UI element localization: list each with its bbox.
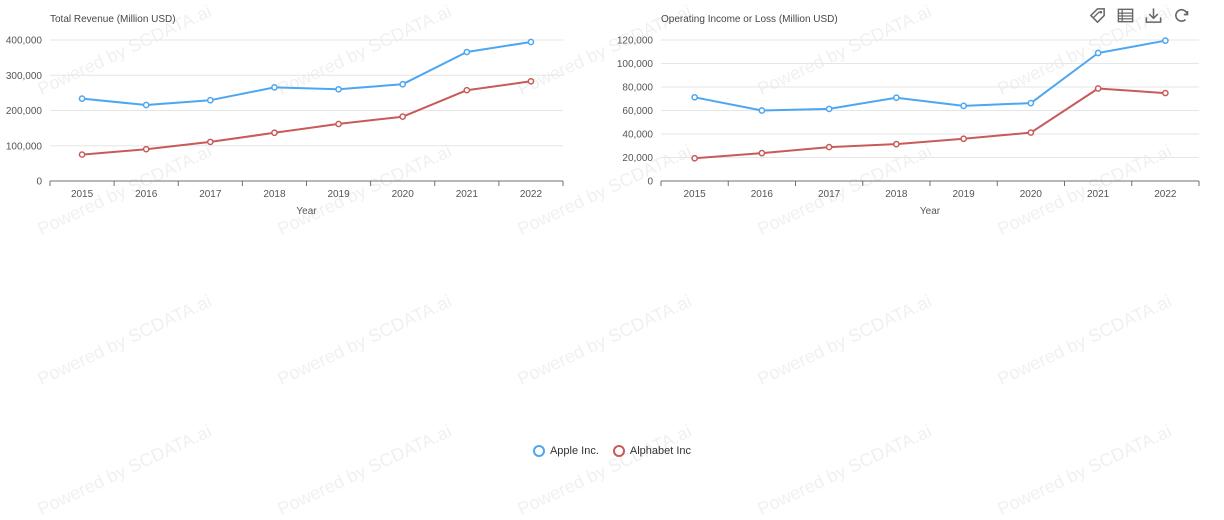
series-line-apple	[82, 41, 532, 106]
data-point[interactable]	[206, 96, 214, 104]
chart-total-revenue-svg: Total Revenue (Million USD) 0 100,000 200,0…	[6, 14, 564, 217]
legend-label-apple: Apple Inc.	[549, 445, 599, 457]
x-tick-label: 2015	[71, 189, 94, 200]
y-tick-label: 400,000	[6, 36, 43, 47]
tag-icon[interactable]	[1088, 6, 1107, 25]
x-tick-label: 2021	[456, 189, 479, 200]
y-tick-label: 300,000	[6, 71, 43, 82]
legend-marker-alphabet	[612, 445, 625, 457]
data-point[interactable]	[271, 129, 278, 137]
x-axis-label: Year	[296, 206, 317, 217]
y-tick-label: 20,000	[622, 153, 653, 164]
data-point[interactable]	[825, 143, 833, 151]
y-tick-label: 100,000	[617, 59, 654, 70]
data-point[interactable]	[1027, 129, 1035, 136]
data-point[interactable]	[960, 135, 967, 143]
legend-item-apple[interactable]: Apple Inc.	[532, 445, 599, 457]
refresh-icon[interactable]	[1172, 6, 1191, 25]
y-tick-label: 120,000	[617, 36, 654, 47]
data-point[interactable]	[78, 151, 86, 158]
data-point[interactable]	[1162, 89, 1169, 97]
watermark-text: Powered by SCDATA.ai	[514, 290, 695, 390]
chart-legend: Apple Inc. Alphabet Inc	[0, 445, 1224, 457]
watermark-text: Powered by SCDATA.ai	[994, 290, 1175, 390]
data-point[interactable]	[335, 85, 342, 93]
y-tick-label: 0	[647, 177, 653, 188]
watermark-text: Powered by SCDATA.ai	[34, 420, 215, 520]
chart-total-revenue: Total Revenue (Million USD) 0 100,000 200,0…	[0, 0, 600, 230]
legend-item-alphabet[interactable]: Alphabet Inc	[612, 445, 692, 457]
series-line-alphabet	[694, 87, 1166, 160]
x-tick-label: 2020	[392, 189, 415, 200]
data-point[interactable]	[893, 140, 900, 148]
y-tick-label: 200,000	[6, 106, 43, 117]
x-tick-label: 2019	[953, 189, 976, 200]
download-icon[interactable]	[1144, 6, 1163, 25]
data-point[interactable]	[1094, 49, 1102, 57]
data-point[interactable]	[893, 94, 900, 102]
x-axis-label: Year	[920, 206, 941, 217]
chart-toolbox	[1088, 6, 1191, 25]
chart-operating-income-svg: Operating Income or Loss (Million USD) 0 2…	[617, 14, 1200, 217]
data-point[interactable]	[463, 48, 471, 56]
data-point[interactable]	[960, 102, 967, 110]
data-point[interactable]	[1027, 99, 1035, 107]
data-view-icon[interactable]	[1116, 6, 1135, 25]
x-tick-label: 2018	[263, 189, 286, 200]
data-point[interactable]	[758, 149, 766, 157]
watermark-text: Powered by SCDATA.ai	[274, 290, 455, 390]
data-point[interactable]	[527, 38, 535, 46]
data-point[interactable]	[758, 107, 766, 114]
watermark-text: Powered by SCDATA.ai	[274, 420, 455, 520]
data-point[interactable]	[691, 93, 698, 101]
data-point[interactable]	[335, 120, 342, 128]
x-tick-label: 2021	[1087, 189, 1110, 200]
data-point[interactable]	[463, 86, 471, 94]
watermark-text: Powered by SCDATA.ai	[754, 290, 935, 390]
data-point[interactable]	[142, 101, 150, 109]
data-point[interactable]	[527, 77, 535, 85]
x-tick-label: 2022	[1154, 189, 1177, 200]
x-tick-label: 2019	[327, 189, 350, 200]
watermark-text: Powered by SCDATA.ai	[754, 420, 935, 520]
data-point[interactable]	[691, 154, 698, 162]
legend-label-alphabet: Alphabet Inc	[629, 445, 692, 457]
x-tick-label: 2017	[818, 189, 841, 200]
data-point[interactable]	[206, 138, 214, 146]
y-tick-label: 100,000	[6, 141, 43, 152]
watermark-text: Powered by SCDATA.ai	[34, 290, 215, 390]
data-point[interactable]	[825, 105, 833, 113]
x-tick-label: 2018	[885, 189, 908, 200]
y-tick-label: 60,000	[622, 106, 653, 117]
y-tick-label: 0	[36, 177, 42, 188]
data-point[interactable]	[78, 95, 86, 102]
series-line-alphabet	[82, 80, 532, 156]
x-tick-label: 2016	[135, 189, 158, 200]
x-tick-label: 2015	[684, 189, 707, 200]
x-tick-label: 2016	[751, 189, 774, 200]
data-point[interactable]	[399, 113, 407, 121]
chart-operating-income: Operating Income or Loss (Million USD) 0 2…	[612, 0, 1224, 230]
legend-marker-apple	[532, 445, 545, 457]
y-tick-label: 80,000	[622, 83, 653, 94]
data-point[interactable]	[1162, 37, 1169, 45]
data-point[interactable]	[1094, 85, 1102, 92]
x-tick-label: 2020	[1020, 189, 1043, 200]
series-line-apple	[694, 39, 1166, 112]
x-tick-label: 2022	[520, 189, 543, 200]
watermark-text: Powered by SCDATA.ai	[514, 420, 695, 520]
data-point[interactable]	[399, 80, 407, 88]
chart-title: Total Revenue (Million USD)	[50, 14, 176, 25]
data-point[interactable]	[142, 145, 150, 153]
x-tick-label: 2017	[199, 189, 222, 200]
watermark-text: Powered by SCDATA.ai	[994, 420, 1175, 520]
data-point[interactable]	[271, 84, 278, 91]
y-tick-label: 40,000	[622, 130, 653, 141]
chart-title: Operating Income or Loss (Million USD)	[661, 14, 838, 25]
